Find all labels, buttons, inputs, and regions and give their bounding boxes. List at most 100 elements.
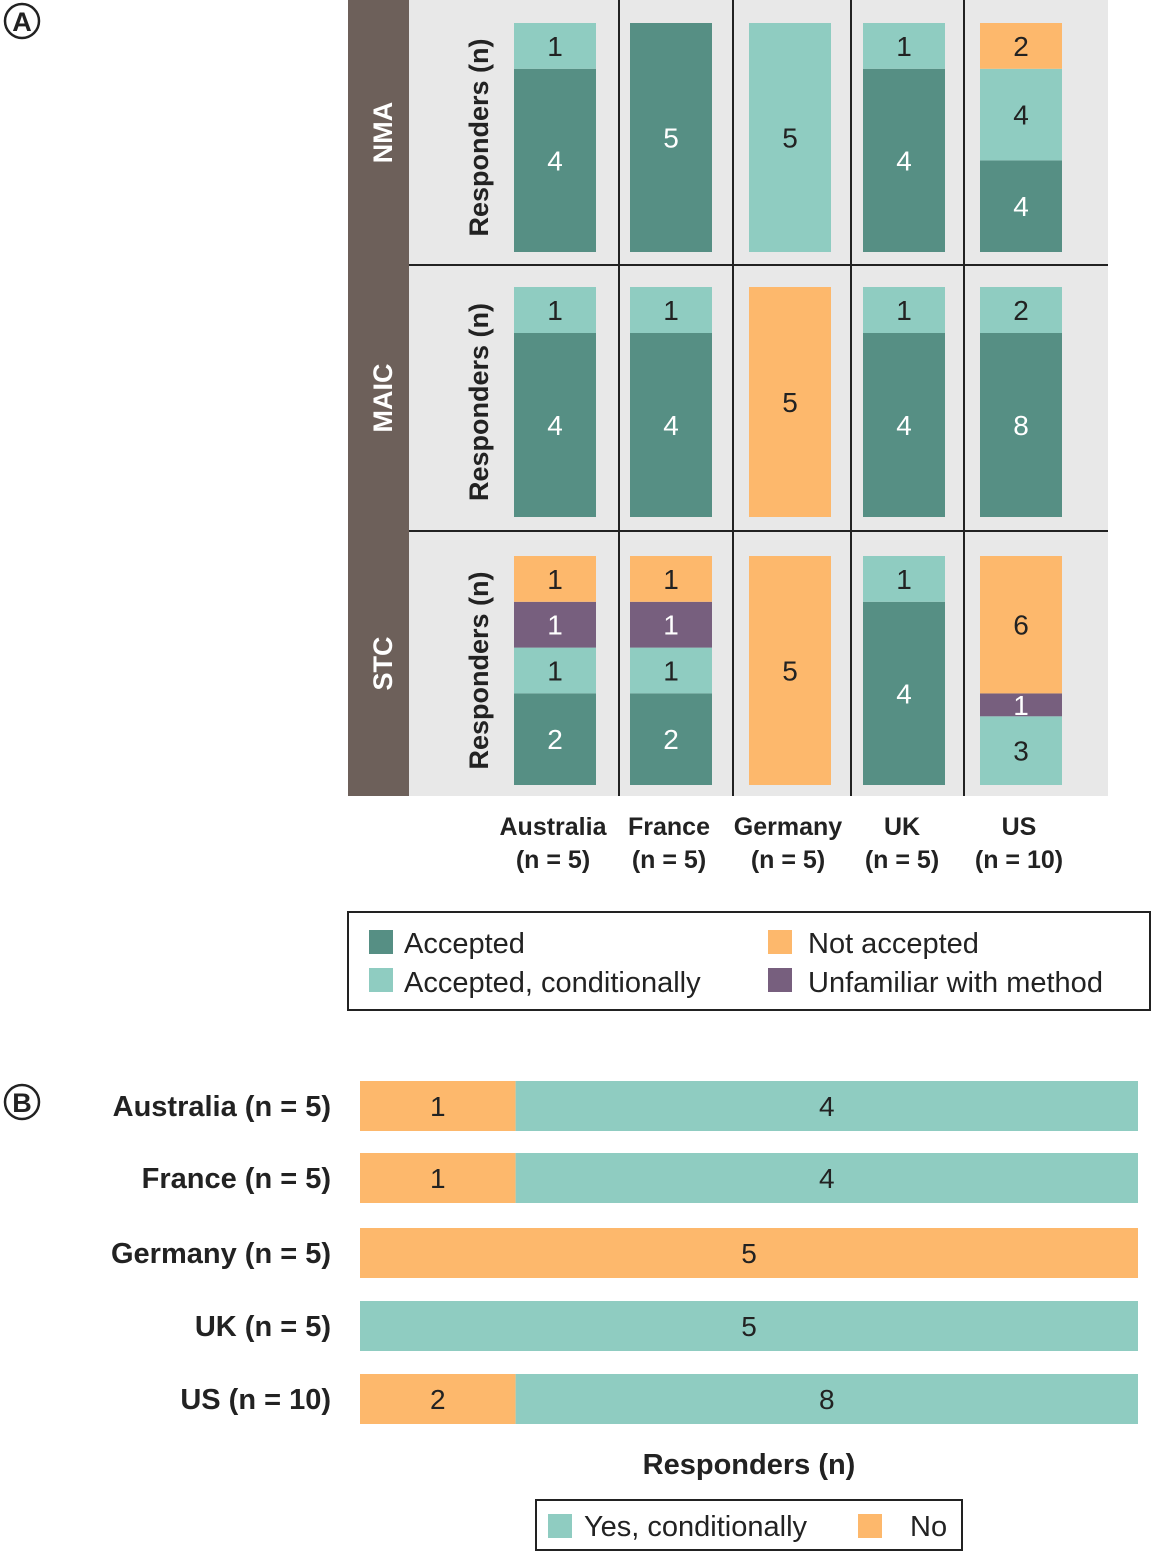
bar-stc-uk-accepted-conditionally	[863, 556, 945, 602]
bar-stc-france-accepted-conditionally	[630, 647, 712, 694]
data-label: 8	[1013, 410, 1029, 441]
bar-nma-germany-accepted-conditionally	[749, 23, 831, 252]
method-label-nma: NMA	[368, 102, 398, 164]
bar-stc-us-not-accepted	[980, 556, 1062, 694]
data-label: 1	[547, 31, 563, 62]
x-tick-label-australia: Australia	[500, 813, 608, 841]
x-tick-sublabel: (n = 5)	[516, 846, 590, 874]
data-label: 5	[741, 1238, 757, 1269]
bar-maic-germany-not-accepted	[749, 287, 831, 517]
legend-swatch-accepted-conditionally	[369, 968, 393, 992]
data-label: 1	[547, 564, 563, 595]
data-label: 5	[741, 1311, 757, 1342]
data-label: 4	[896, 678, 912, 709]
x-tick-sublabel: (n = 5)	[751, 846, 825, 874]
data-label: 4	[819, 1091, 835, 1122]
bar-maic-us-accepted	[980, 333, 1062, 517]
y-axis-label: Responders (n)	[464, 38, 494, 236]
x-tick-label-us: US	[1002, 813, 1037, 841]
bar-nma-us-accepted	[980, 160, 1062, 252]
bar-maic-france-accepted-conditionally	[630, 287, 712, 333]
data-label: 4	[1013, 191, 1029, 222]
bar-nma-uk-accepted	[863, 68, 945, 252]
panel-b-marker	[3, 1083, 41, 1121]
bar-nma-us-not-accepted	[980, 23, 1062, 69]
data-label: 2	[1013, 31, 1029, 62]
bar-maic-australia-accepted	[514, 333, 596, 517]
bar-stc-uk-accepted	[863, 601, 945, 785]
bar-stc-australia-not-accepted	[514, 556, 596, 602]
legend-swatch-no	[858, 1514, 882, 1538]
data-label: 4	[1013, 100, 1029, 131]
legend-label-accepted: Accepted	[404, 928, 525, 960]
data-label: 1	[663, 295, 679, 326]
data-label: 5	[663, 123, 679, 154]
x-axis-label: Responders (n)	[643, 1449, 856, 1481]
bar-maic-uk-accepted-conditionally	[863, 287, 945, 333]
hbar-uk-n-5-yes-conditionally	[360, 1301, 1138, 1351]
data-label: 1	[430, 1091, 446, 1122]
hbar-us-n-10-no	[360, 1374, 516, 1424]
legend-b	[535, 1499, 963, 1551]
data-label: 4	[896, 145, 912, 176]
data-label: 1	[663, 564, 679, 595]
data-label: 2	[430, 1384, 446, 1415]
y-tick-label-australia-n-5: Australia (n = 5)	[113, 1091, 331, 1123]
data-label: 5	[782, 656, 798, 687]
data-label: 4	[547, 410, 563, 441]
hbar-us-n-10-yes-conditionally	[515, 1374, 1138, 1424]
x-tick-label-uk: UK	[884, 813, 920, 841]
legend-label-yes-conditionally: Yes, conditionally	[584, 1511, 808, 1543]
y-tick-label-germany-n-5: Germany (n = 5)	[111, 1238, 331, 1270]
data-label: 1	[896, 564, 912, 595]
data-label: 1	[430, 1163, 446, 1194]
data-label: 8	[819, 1384, 835, 1415]
data-label: 4	[896, 410, 912, 441]
x-tick-label-germany: Germany	[734, 813, 842, 841]
y-axis-label: Responders (n)	[464, 303, 494, 501]
y-tick-label-us-n-10: US (n = 10)	[180, 1384, 331, 1416]
data-label: 1	[547, 610, 563, 641]
data-label: 1	[1013, 690, 1029, 721]
data-label: 1	[896, 295, 912, 326]
legend-swatch-accepted	[369, 930, 393, 954]
data-label: 6	[1013, 610, 1029, 641]
bar-nma-france-accepted	[630, 23, 712, 252]
bar-stc-france-accepted	[630, 693, 712, 785]
legend-swatch-unfamiliar-with-method	[768, 968, 792, 992]
x-tick-sublabel: (n = 5)	[865, 846, 939, 874]
data-label: 1	[547, 295, 563, 326]
data-label: 1	[663, 610, 679, 641]
bar-nma-australia-accepted-conditionally	[514, 23, 596, 69]
legend-label-not-accepted: Not accepted	[808, 928, 979, 960]
bar-maic-australia-accepted-conditionally	[514, 287, 596, 333]
bar-stc-us-accepted-conditionally	[980, 716, 1062, 785]
data-label: 1	[547, 656, 563, 687]
method-label-maic: MAIC	[368, 364, 398, 433]
x-tick-sublabel: (n = 10)	[975, 846, 1063, 874]
panel-a-label: A	[12, 7, 32, 37]
bar-nma-us-accepted-conditionally	[980, 68, 1062, 161]
legend-swatch-yes-conditionally	[548, 1514, 572, 1538]
y-tick-label-france-n-5: France (n = 5)	[142, 1163, 331, 1195]
bar-stc-us-unfamiliar-with-method	[980, 693, 1062, 717]
legend-label-unfamiliar-with-method: Unfamiliar with method	[808, 967, 1103, 999]
bar-stc-germany-not-accepted	[749, 556, 831, 785]
hbar-australia-n-5-yes-conditionally	[515, 1081, 1138, 1131]
hbar-australia-n-5-no	[360, 1081, 516, 1131]
bar-stc-australia-unfamiliar-with-method	[514, 601, 596, 648]
data-label: 4	[547, 145, 563, 176]
bar-stc-australia-accepted-conditionally	[514, 647, 596, 694]
x-tick-label-france: France	[628, 813, 710, 841]
legend-a	[347, 911, 1151, 1011]
data-label: 5	[782, 387, 798, 418]
legend-swatch-not-accepted	[768, 930, 792, 954]
bar-stc-france-unfamiliar-with-method	[630, 601, 712, 648]
y-axis-label: Responders (n)	[464, 571, 494, 769]
data-label: 4	[819, 1163, 835, 1194]
data-label: 1	[896, 31, 912, 62]
bar-nma-uk-accepted-conditionally	[863, 23, 945, 69]
data-label: 1	[663, 656, 679, 687]
bar-nma-australia-accepted	[514, 68, 596, 252]
